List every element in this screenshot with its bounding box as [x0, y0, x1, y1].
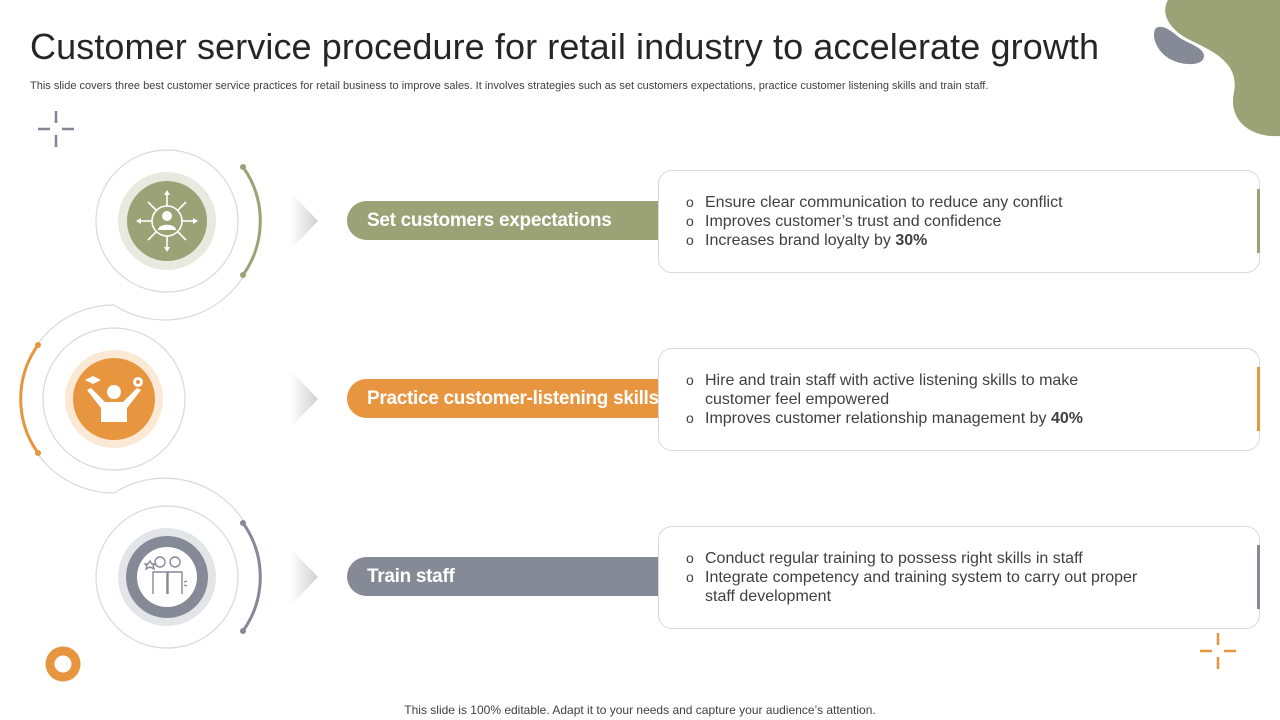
step-2-description-box: Hire and train staff with active listeni… — [658, 348, 1260, 451]
step-3-accent-bar — [1257, 545, 1260, 609]
step-1-label: Set customers expectations — [367, 209, 612, 231]
staff-training-icon — [118, 528, 216, 626]
bullet-item: Integrate competency and training system… — [686, 568, 1145, 606]
step-2-bullet-list: Hire and train staff with active listeni… — [686, 371, 1259, 428]
step-3-label-pill: Train staff — [347, 557, 681, 596]
step-2-label-pill: Practice customer-listening skills — [347, 379, 681, 418]
customer-network-icon — [118, 172, 216, 270]
bullet-item: Hire and train staff with active listeni… — [686, 371, 1105, 409]
step-2-label: Practice customer-listening skills — [367, 387, 659, 409]
step-2-icon-badge — [65, 350, 163, 448]
decorative-blob-olive — [1165, 0, 1280, 137]
step-1-bullet-list: Ensure clear communication to reduce any… — [686, 193, 1259, 250]
crosshair-decoration-left — [38, 111, 74, 147]
bullet-item: Improves customer’s trust and confidence — [686, 212, 1145, 231]
slide-subtitle: This slide covers three best customer se… — [30, 80, 989, 92]
slide-footer-note: This slide is 100% editable. Adapt it to… — [404, 703, 876, 717]
bullet-item: Improves customer relationship managemen… — [686, 409, 1145, 428]
step-1-icon-badge — [118, 172, 216, 270]
step-3-description-box: Conduct regular training to possess righ… — [658, 526, 1260, 629]
bullet-item: Increases brand loyalty by 30% — [686, 231, 1145, 250]
person-skills-icon — [65, 350, 163, 448]
decorative-blob-slate — [1153, 26, 1204, 65]
step-1-description-box: Ensure clear communication to reduce any… — [658, 170, 1260, 273]
step-1-accent-bar — [1257, 189, 1260, 253]
crosshair-decoration-right — [1200, 633, 1236, 669]
step-2-accent-bar — [1257, 367, 1260, 431]
step-3-label: Train staff — [367, 565, 455, 587]
ring-decoration-orange — [45, 646, 81, 682]
step-1-label-pill: Set customers expectations — [347, 201, 681, 240]
slide-title: Customer service procedure for retail in… — [30, 26, 1100, 67]
bullet-item: Ensure clear communication to reduce any… — [686, 193, 1145, 212]
bullet-item: Conduct regular training to possess righ… — [686, 549, 1145, 568]
step-3-bullet-list: Conduct regular training to possess righ… — [686, 549, 1259, 606]
step-3-icon-badge — [118, 528, 216, 626]
